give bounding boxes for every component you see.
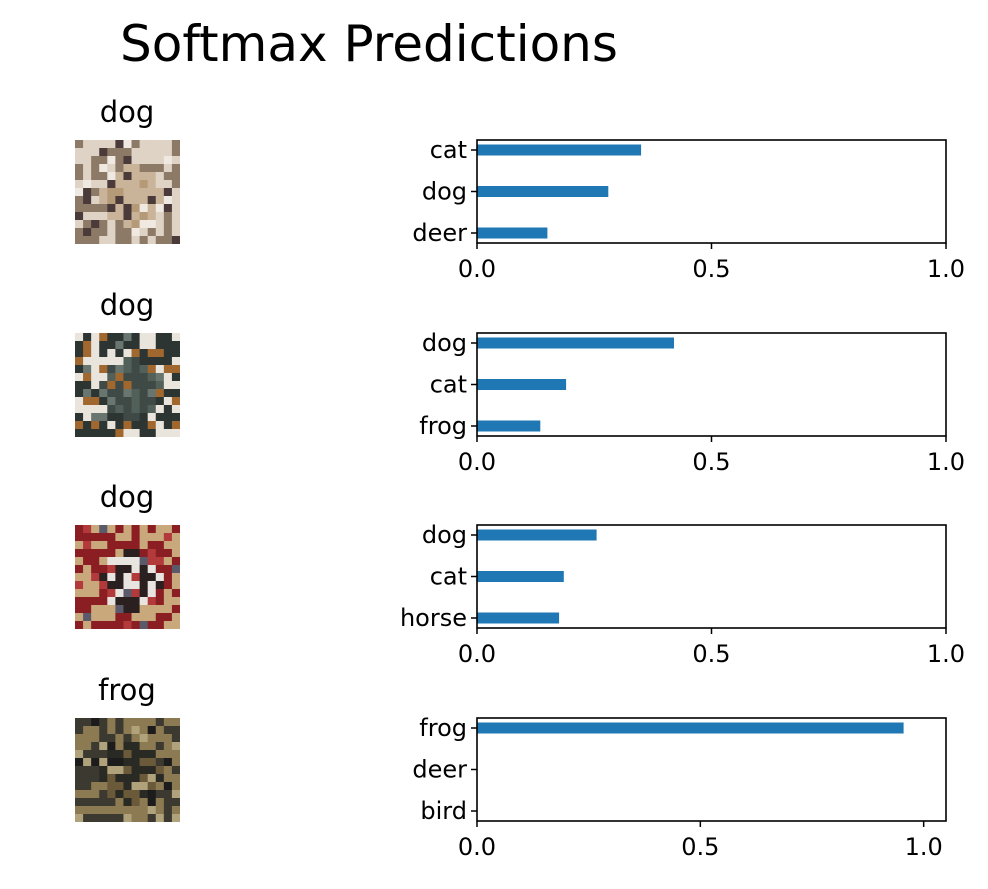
- bar-horse: [477, 612, 560, 624]
- x-tick-label: 0.0: [458, 640, 496, 668]
- x-tick-label: 1.0: [905, 833, 943, 861]
- y-tick-label: bird: [420, 797, 467, 825]
- y-tick-label: horse: [400, 604, 467, 632]
- dog-photo-thumbnail: [75, 525, 180, 629]
- x-tick-label: 0.5: [692, 640, 730, 668]
- x-tick-label: 1.0: [927, 255, 965, 283]
- bar-cat: [477, 571, 564, 582]
- x-tick-label: 1.0: [927, 448, 965, 476]
- axes-frame: [476, 717, 947, 822]
- bar-chart-4: frog deer bird 0.0 0.5 1.0: [412, 714, 947, 861]
- figure-title: Softmax Predictions: [120, 15, 618, 73]
- y-tick-label: frog: [419, 714, 467, 742]
- image-label: dog: [99, 480, 155, 514]
- dog-photo-thumbnail: [75, 333, 180, 437]
- x-tick-label: 0.0: [458, 255, 496, 283]
- image-label: dog: [99, 288, 155, 322]
- y-tick-label: deer: [412, 219, 467, 247]
- image-label: frog: [98, 673, 156, 707]
- x-tick-label: 0.5: [692, 448, 730, 476]
- bar-dog: [477, 529, 597, 541]
- y-tick-label: dog: [422, 329, 467, 357]
- bar-deer: [477, 227, 548, 239]
- y-tick-label: cat: [430, 136, 467, 164]
- y-tick-label: frog: [419, 412, 467, 440]
- bar-cat: [477, 144, 642, 156]
- bar-cat: [477, 379, 567, 390]
- y-tick-label: cat: [430, 371, 467, 399]
- bar-dog: [477, 337, 674, 349]
- bar-chart-3: dog cat horse 0.0 0.5 1.0: [400, 521, 965, 668]
- x-tick-label: 0.5: [681, 833, 719, 861]
- x-tick-label: 0.5: [692, 255, 730, 283]
- bar-dog: [477, 186, 609, 197]
- y-tick-label: deer: [412, 756, 467, 784]
- image-label: dog: [99, 95, 155, 129]
- bar-frog: [477, 420, 541, 432]
- x-tick-label: 0.0: [458, 448, 496, 476]
- frog-photo-thumbnail: [75, 718, 180, 822]
- y-tick-label: dog: [422, 178, 467, 206]
- y-tick-label: cat: [430, 563, 467, 591]
- x-tick-label: 0.0: [458, 833, 496, 861]
- bar-frog: [477, 722, 904, 734]
- dog-photo-thumbnail: [75, 140, 180, 244]
- bar-chart-1: cat dog deer 0.0 0.5 1.0: [412, 136, 965, 283]
- bar-chart-2: dog cat frog 0.0 0.5 1.0: [419, 329, 965, 476]
- x-tick-label: 1.0: [927, 640, 965, 668]
- y-tick-label: dog: [422, 521, 467, 549]
